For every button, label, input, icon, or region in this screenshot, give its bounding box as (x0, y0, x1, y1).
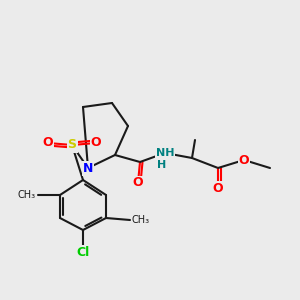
Text: NH: NH (156, 148, 174, 158)
Text: CH₃: CH₃ (132, 215, 150, 225)
Text: O: O (43, 136, 53, 149)
Text: Cl: Cl (76, 245, 90, 259)
Text: H: H (158, 160, 166, 170)
Text: N: N (83, 161, 93, 175)
Text: O: O (213, 182, 223, 194)
Text: O: O (133, 176, 143, 190)
Text: O: O (239, 154, 249, 166)
Text: O: O (91, 136, 101, 149)
Text: S: S (68, 139, 76, 152)
Text: CH₃: CH₃ (18, 190, 36, 200)
